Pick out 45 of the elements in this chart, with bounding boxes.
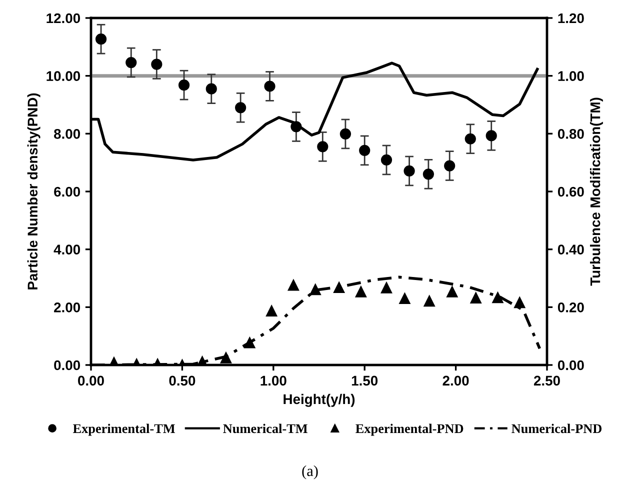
point bbox=[464, 133, 476, 144]
legend-label: Experimental-TM bbox=[72, 424, 175, 436]
legend-label: Numerical-PND bbox=[512, 424, 602, 434]
x-tick-label: 2.00 bbox=[442, 376, 469, 386]
y2-tick-label: 1.20 bbox=[558, 13, 584, 24]
point bbox=[317, 141, 328, 152]
y2-tick-label: 0.60 bbox=[558, 186, 584, 197]
point bbox=[486, 130, 497, 142]
y-tick-label: 0.00 bbox=[54, 360, 80, 370]
y-tick-label: 4.00 bbox=[54, 244, 80, 255]
point bbox=[264, 80, 276, 92]
y-tick-label: 8.00 bbox=[54, 129, 80, 139]
legend-label: Experimental-PND bbox=[356, 424, 464, 436]
text: (a) bbox=[302, 465, 318, 480]
y2-tick-label: 0.00 bbox=[558, 360, 584, 370]
y2-tick-label: 0.20 bbox=[558, 302, 584, 312]
legend-label: Numerical-TM bbox=[223, 424, 308, 434]
y2-axis-title: Turbulence Modification(TM) bbox=[590, 98, 603, 286]
point bbox=[359, 144, 370, 156]
point bbox=[126, 56, 137, 68]
x-tick-label: 1.00 bbox=[260, 376, 286, 386]
x-tick-label: 2.50 bbox=[534, 376, 560, 386]
y-axis-title: Particle Number density(PND) bbox=[27, 93, 40, 290]
x-tick-label: 0.50 bbox=[169, 376, 196, 386]
point bbox=[95, 34, 107, 45]
y-tick-label: 12.00 bbox=[46, 13, 80, 24]
x-axis-title: Height(y/h) bbox=[284, 394, 355, 407]
y-tick-label: 6.00 bbox=[54, 186, 80, 197]
y2-tick-label: 0.40 bbox=[558, 244, 584, 255]
x-tick-label: 0.00 bbox=[78, 376, 104, 386]
point bbox=[178, 80, 190, 91]
point bbox=[340, 128, 352, 140]
point bbox=[422, 168, 434, 180]
point bbox=[206, 83, 217, 94]
point bbox=[151, 58, 162, 70]
x-tick-label: 1.50 bbox=[352, 376, 378, 386]
point bbox=[290, 121, 302, 132]
y-tick-label: 2.00 bbox=[54, 302, 80, 312]
y-tick-label: 10.00 bbox=[46, 71, 80, 82]
y2-tick-label: 1.00 bbox=[558, 71, 584, 82]
point bbox=[444, 160, 456, 172]
point bbox=[235, 102, 246, 114]
point bbox=[404, 165, 415, 177]
y2-tick-label: 0.80 bbox=[558, 129, 584, 139]
point bbox=[380, 154, 392, 166]
